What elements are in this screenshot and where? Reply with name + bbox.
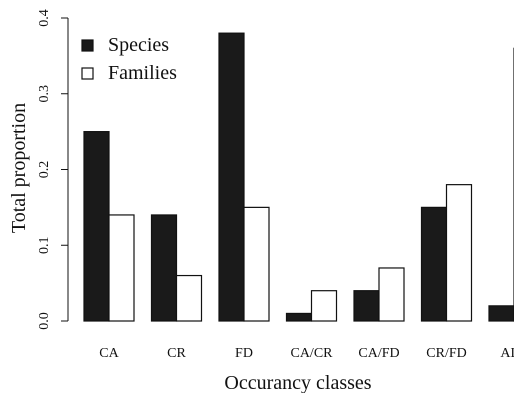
- y-axis: 0.0 0.1 0.2 0.3 0.4: [37, 9, 69, 330]
- x-tick-labels: CA CR FD CA/CR CA/FD CR/FD ALL: [99, 346, 514, 361]
- legend: Species Families: [81, 34, 177, 84]
- x-tick-label: FD: [235, 346, 253, 361]
- x-tick-label: CR/FD: [426, 346, 466, 361]
- bar-families-ca-fd: [378, 267, 405, 322]
- legend-swatch-families: [81, 67, 94, 80]
- bar-species-fd: [218, 32, 245, 322]
- bar-species-ca: [83, 131, 110, 322]
- bar-species-ca-cr: [285, 312, 313, 322]
- x-tick-label: CR: [167, 346, 186, 361]
- y-tick-label: 0.0: [37, 312, 52, 330]
- x-tick-label: ALL: [500, 346, 514, 361]
- legend-label-families: Families: [108, 62, 177, 84]
- legend-label-species: Species: [108, 34, 169, 56]
- bars-group: [83, 32, 514, 322]
- x-axis-title: Occurancy classes: [224, 372, 371, 393]
- bar-families-ca: [108, 214, 135, 322]
- x-tick-label: CA/FD: [358, 346, 399, 361]
- bar-species-cr: [150, 214, 178, 322]
- x-tick-label: CA/CR: [290, 346, 333, 361]
- bar-families-fd: [243, 206, 270, 322]
- bar-species-ca-fd: [353, 290, 380, 322]
- bar-species-cr-fd: [420, 206, 448, 322]
- y-tick-label: 0.3: [37, 85, 52, 103]
- y-tick-label: 0.4: [37, 9, 52, 27]
- legend-swatch-species: [81, 39, 94, 52]
- bar-families-cr: [175, 274, 203, 322]
- y-tick-label: 0.2: [37, 161, 52, 179]
- bar-families-ca-cr: [310, 290, 338, 322]
- bar-species-all: [488, 305, 514, 322]
- y-tick-label: 0.1: [37, 237, 52, 255]
- bar-families-cr-fd: [445, 184, 473, 322]
- y-axis-title: Total proportion: [8, 103, 30, 233]
- x-tick-label: CA: [99, 346, 119, 361]
